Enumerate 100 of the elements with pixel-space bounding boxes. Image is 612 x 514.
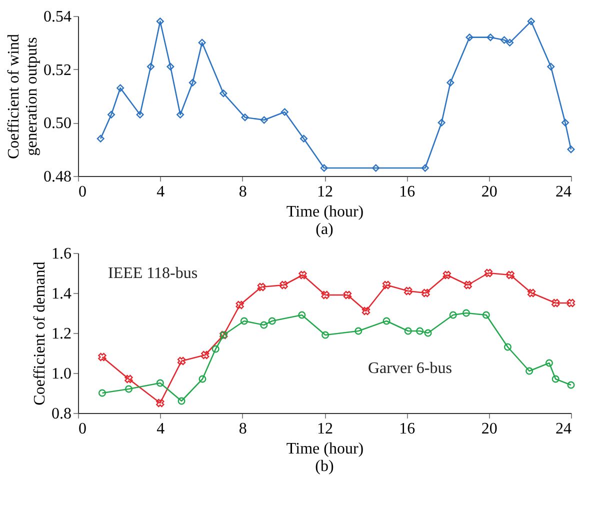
point <box>241 114 249 122</box>
point <box>212 345 220 353</box>
point <box>404 327 412 335</box>
point <box>551 298 560 308</box>
x-tick-label: 4 <box>156 420 165 438</box>
x-axis-title: Time (hour) <box>286 440 364 458</box>
point <box>438 118 446 126</box>
text: (a) <box>316 221 334 238</box>
point <box>404 286 412 296</box>
point <box>260 116 268 124</box>
point <box>382 280 391 290</box>
point <box>156 398 164 408</box>
point <box>362 306 370 316</box>
point <box>321 290 330 300</box>
point <box>567 146 575 154</box>
point <box>382 317 390 325</box>
point <box>116 84 124 92</box>
point <box>424 329 432 337</box>
point <box>566 298 576 308</box>
x-tick-label: 0 <box>78 184 86 200</box>
text: (b) <box>315 458 334 475</box>
point <box>177 356 186 366</box>
point <box>280 280 288 290</box>
point <box>298 270 307 280</box>
point <box>201 350 210 360</box>
point <box>462 309 470 317</box>
point <box>260 321 268 329</box>
y-axis-title: Coefficient of wind generation outputs <box>6 34 40 160</box>
y-tick-label: 0.48 <box>44 168 72 186</box>
point <box>506 270 514 280</box>
series-label: Garver 6-bus <box>368 360 452 377</box>
point <box>466 34 474 42</box>
point <box>449 311 457 319</box>
x-tick-label: 16 <box>399 420 416 438</box>
point <box>446 78 454 86</box>
point <box>526 367 534 375</box>
point <box>240 317 248 325</box>
x-tick-label: 16 <box>399 184 416 200</box>
point <box>156 18 164 26</box>
point <box>257 282 266 292</box>
point <box>268 317 276 325</box>
point <box>506 38 514 46</box>
y-tick-label: 0.50 <box>44 115 72 132</box>
point <box>527 18 535 26</box>
point <box>198 38 206 46</box>
point <box>300 134 308 142</box>
point <box>146 62 154 70</box>
y-tick-label: 1.6 <box>52 246 72 262</box>
point <box>220 90 228 98</box>
text: IEEE 118-bus <box>108 265 198 282</box>
point <box>547 62 555 70</box>
point <box>136 110 144 118</box>
point <box>504 343 512 351</box>
point <box>298 311 306 319</box>
point <box>484 268 493 278</box>
y-tick-label: 1.4 <box>52 286 72 302</box>
point <box>343 290 352 300</box>
y-axis-title: Coefficient of demand <box>32 262 48 406</box>
point <box>322 331 330 339</box>
point <box>372 164 380 172</box>
point <box>124 385 132 393</box>
point <box>421 164 429 172</box>
y-tick-label: 0.8 <box>52 406 72 422</box>
y-tick-label: 0.54 <box>44 8 72 26</box>
point <box>464 280 472 290</box>
x-tick-label: 24 <box>556 420 572 438</box>
point <box>416 327 424 335</box>
point <box>422 288 430 298</box>
x-tick-label: 12 <box>317 420 333 438</box>
point <box>486 34 494 42</box>
x-tick-label: 4 <box>156 184 165 200</box>
point <box>108 110 116 118</box>
x-tick-label: 0 <box>78 420 86 438</box>
y-tick-label: 1.2 <box>52 326 72 342</box>
x-tick-label: 20 <box>481 184 498 200</box>
point <box>236 300 244 310</box>
point <box>545 359 553 367</box>
x-tick-label: 8 <box>238 184 247 200</box>
point <box>354 327 362 335</box>
point <box>98 352 106 362</box>
point <box>176 110 184 118</box>
point <box>96 134 104 142</box>
point <box>156 379 164 387</box>
y-tick-label: 1.0 <box>52 366 72 382</box>
point <box>482 311 490 319</box>
point <box>527 288 536 298</box>
point <box>178 397 186 405</box>
x-axis-title: Time (hour) <box>286 204 364 220</box>
point <box>561 118 570 126</box>
x-tick-label: 20 <box>481 420 498 438</box>
x-tick-label: 12 <box>317 184 333 200</box>
point <box>166 62 174 70</box>
x-tick-label: 8 <box>238 420 247 438</box>
x-tick-label: 24 <box>556 184 572 200</box>
point <box>280 108 288 116</box>
y-tick-label: 0.52 <box>44 62 72 79</box>
point <box>198 375 206 383</box>
point <box>500 36 508 44</box>
point <box>124 374 133 384</box>
point <box>552 375 560 383</box>
